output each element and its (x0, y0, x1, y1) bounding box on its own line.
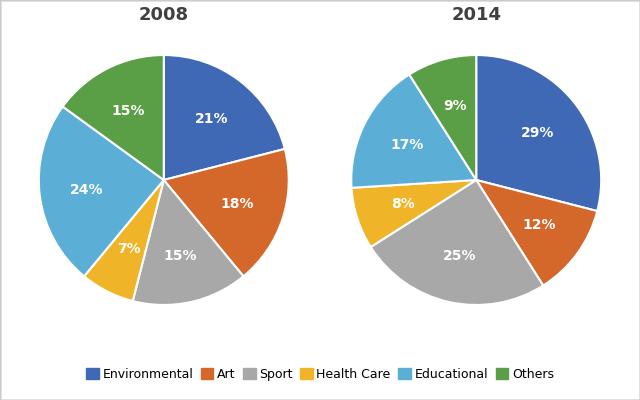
Text: 18%: 18% (221, 197, 254, 211)
Text: 8%: 8% (391, 197, 415, 211)
Text: 15%: 15% (164, 248, 197, 262)
Text: 25%: 25% (443, 248, 476, 262)
Text: 7%: 7% (117, 242, 140, 256)
Wedge shape (351, 74, 476, 188)
Wedge shape (132, 180, 243, 305)
Text: 21%: 21% (195, 112, 228, 126)
Text: 24%: 24% (70, 183, 104, 197)
Text: 9%: 9% (443, 99, 467, 113)
Title: 2008: 2008 (139, 6, 189, 24)
Text: 15%: 15% (112, 104, 145, 118)
Wedge shape (164, 149, 289, 276)
Text: 17%: 17% (390, 138, 424, 152)
Wedge shape (476, 180, 597, 286)
Text: 29%: 29% (521, 126, 554, 140)
Wedge shape (476, 55, 601, 211)
Text: 12%: 12% (522, 218, 556, 232)
Wedge shape (351, 180, 476, 247)
Legend: Environmental, Art, Sport, Health Care, Educational, Others: Environmental, Art, Sport, Health Care, … (81, 363, 559, 386)
Wedge shape (164, 55, 285, 180)
Title: 2014: 2014 (451, 6, 501, 24)
Wedge shape (409, 55, 476, 180)
Wedge shape (39, 106, 164, 276)
Wedge shape (84, 180, 164, 301)
Wedge shape (371, 180, 543, 305)
Wedge shape (63, 55, 164, 180)
